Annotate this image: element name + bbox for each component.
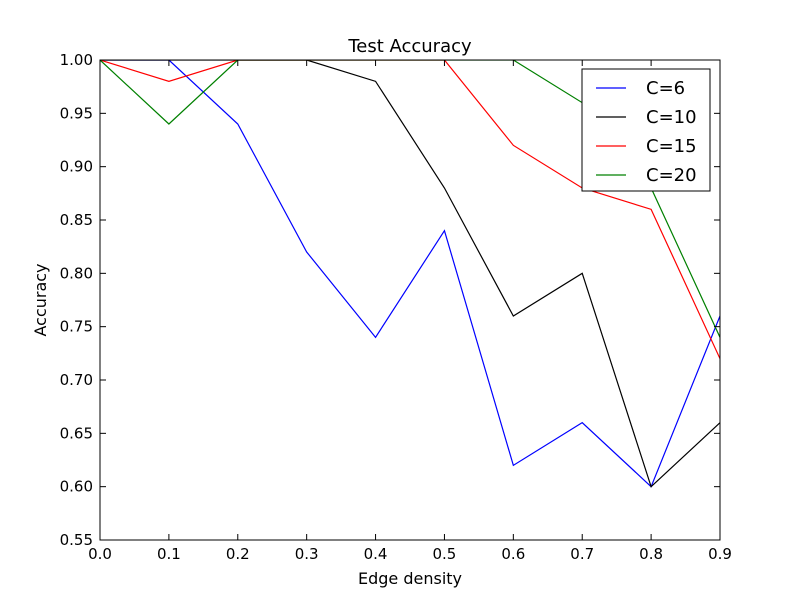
x-tick-label: 0.0 [88, 545, 112, 563]
y-tick-label: 1.00 [60, 51, 93, 69]
y-tick-label: 0.60 [60, 478, 93, 496]
y-tick-label: 0.80 [60, 264, 93, 282]
y-tick-label: 0.95 [60, 104, 93, 122]
legend-frame [581, 68, 711, 192]
legend-label: C=6 [646, 78, 685, 99]
y-tick-label: 0.55 [60, 531, 93, 549]
ticks-layer: 0.0 0.1 0.2 0.3 0.4 0.5 0.6 0.7 0.8 0.9 0.55 0.60 0.… [60, 51, 732, 563]
legend-label: C=10 [646, 107, 697, 128]
legend: C=6 C=10 C=15 C=20 [581, 68, 711, 192]
legend-label: C=15 [646, 136, 697, 157]
y-tick-label: 0.75 [60, 318, 93, 336]
x-tick-label: 0.8 [639, 545, 663, 563]
x-tick-label: 0.4 [364, 545, 388, 563]
y-tick-label: 0.65 [60, 424, 93, 442]
y-tick-label: 0.90 [60, 158, 93, 176]
x-tick-label: 0.7 [570, 545, 594, 563]
plot-frame [99, 59, 721, 541]
x-tick-label: 0.9 [708, 545, 732, 563]
series-line-c-10 [100, 60, 720, 488]
x-tick-label: 0.6 [501, 545, 525, 563]
y-tick-label: 0.70 [60, 371, 93, 389]
x-axis-label: Edge density [358, 569, 462, 588]
x-tick-label: 0.3 [295, 545, 319, 563]
series-line-c-15 [100, 60, 720, 359]
y-tick-label: 0.85 [60, 211, 93, 229]
y-axis-label: Accuracy [31, 263, 50, 336]
chart-title: Test Accuracy [347, 36, 472, 57]
x-tick-label: 0.5 [433, 545, 457, 563]
x-tick-label: 0.1 [157, 545, 181, 563]
x-tick-label: 0.2 [226, 545, 250, 563]
legend-label: C=20 [646, 165, 697, 186]
